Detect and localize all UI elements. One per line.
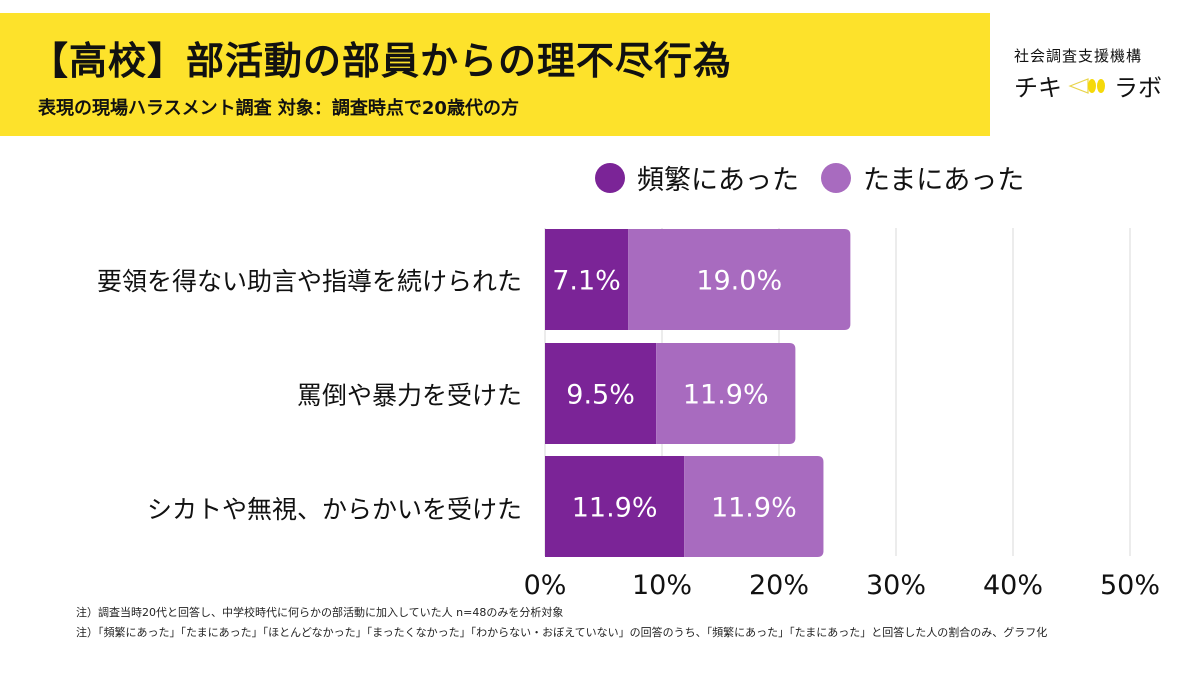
chart-title: 【高校】部活動の部員からの理不尽行為 [30, 39, 733, 83]
legend-label-frequent: 頻繁にあった [637, 165, 799, 196]
bar-segment [545, 343, 657, 444]
legend-swatch-frequent [595, 162, 625, 193]
footnote-1: 注）調査当時20代と回答し、中学校時代に何らかの部活動に加入していた人 n=48… [76, 606, 564, 619]
category-label: 要領を得ない助言や指導を続けられた [96, 267, 522, 296]
megaphone-light-icon [1068, 77, 1105, 94]
data-label: 11.9% [711, 493, 797, 524]
logo: チキ ラボ [1014, 68, 1162, 103]
category-label: シカトや無視、からかいを受けた [146, 495, 522, 524]
bar-segment [545, 229, 629, 330]
data-label: 11.9% [572, 493, 658, 524]
bar-segment [656, 343, 796, 444]
bar-segment [684, 456, 824, 557]
title-banner [0, 13, 990, 136]
logo-organization: 社会調査支援機構 [1014, 47, 1143, 65]
legend-swatch-occasional [821, 162, 851, 193]
data-label: 19.0% [696, 266, 782, 297]
chart-subtitle: 表現の現場ハラスメント調査 対象：調査時点で20歳代の方 [38, 98, 519, 119]
logo-name-left: チキ [1014, 74, 1062, 102]
data-label: 7.1% [552, 266, 621, 297]
data-label: 11.9% [683, 380, 769, 411]
legend-label-occasional: たまにあった [863, 165, 1025, 196]
data-label: 9.5% [566, 380, 635, 411]
x-tick-label: 50% [1100, 570, 1160, 601]
footnote-2: 注）「頻繁にあった」「たまにあった」「ほとんどなかった」「まったくなかった」「わ… [76, 626, 1048, 639]
x-tick-label: 20% [749, 570, 809, 601]
legend: 頻繁にあった たまにあった [595, 158, 1024, 197]
x-tick-label: 30% [866, 570, 926, 601]
x-tick-label: 10% [632, 570, 692, 601]
x-tick-label: 40% [983, 570, 1043, 601]
bar-segment [545, 456, 685, 557]
logo-name-right: ラボ [1114, 74, 1162, 102]
legend-item-frequent: 頻繁にあった [595, 158, 799, 197]
bar-segment [628, 229, 851, 330]
category-label: 罵倒や暴力を受けた [296, 381, 522, 410]
x-tick-label: 0% [524, 570, 567, 601]
legend-item-occasional: たまにあった [821, 158, 1024, 197]
